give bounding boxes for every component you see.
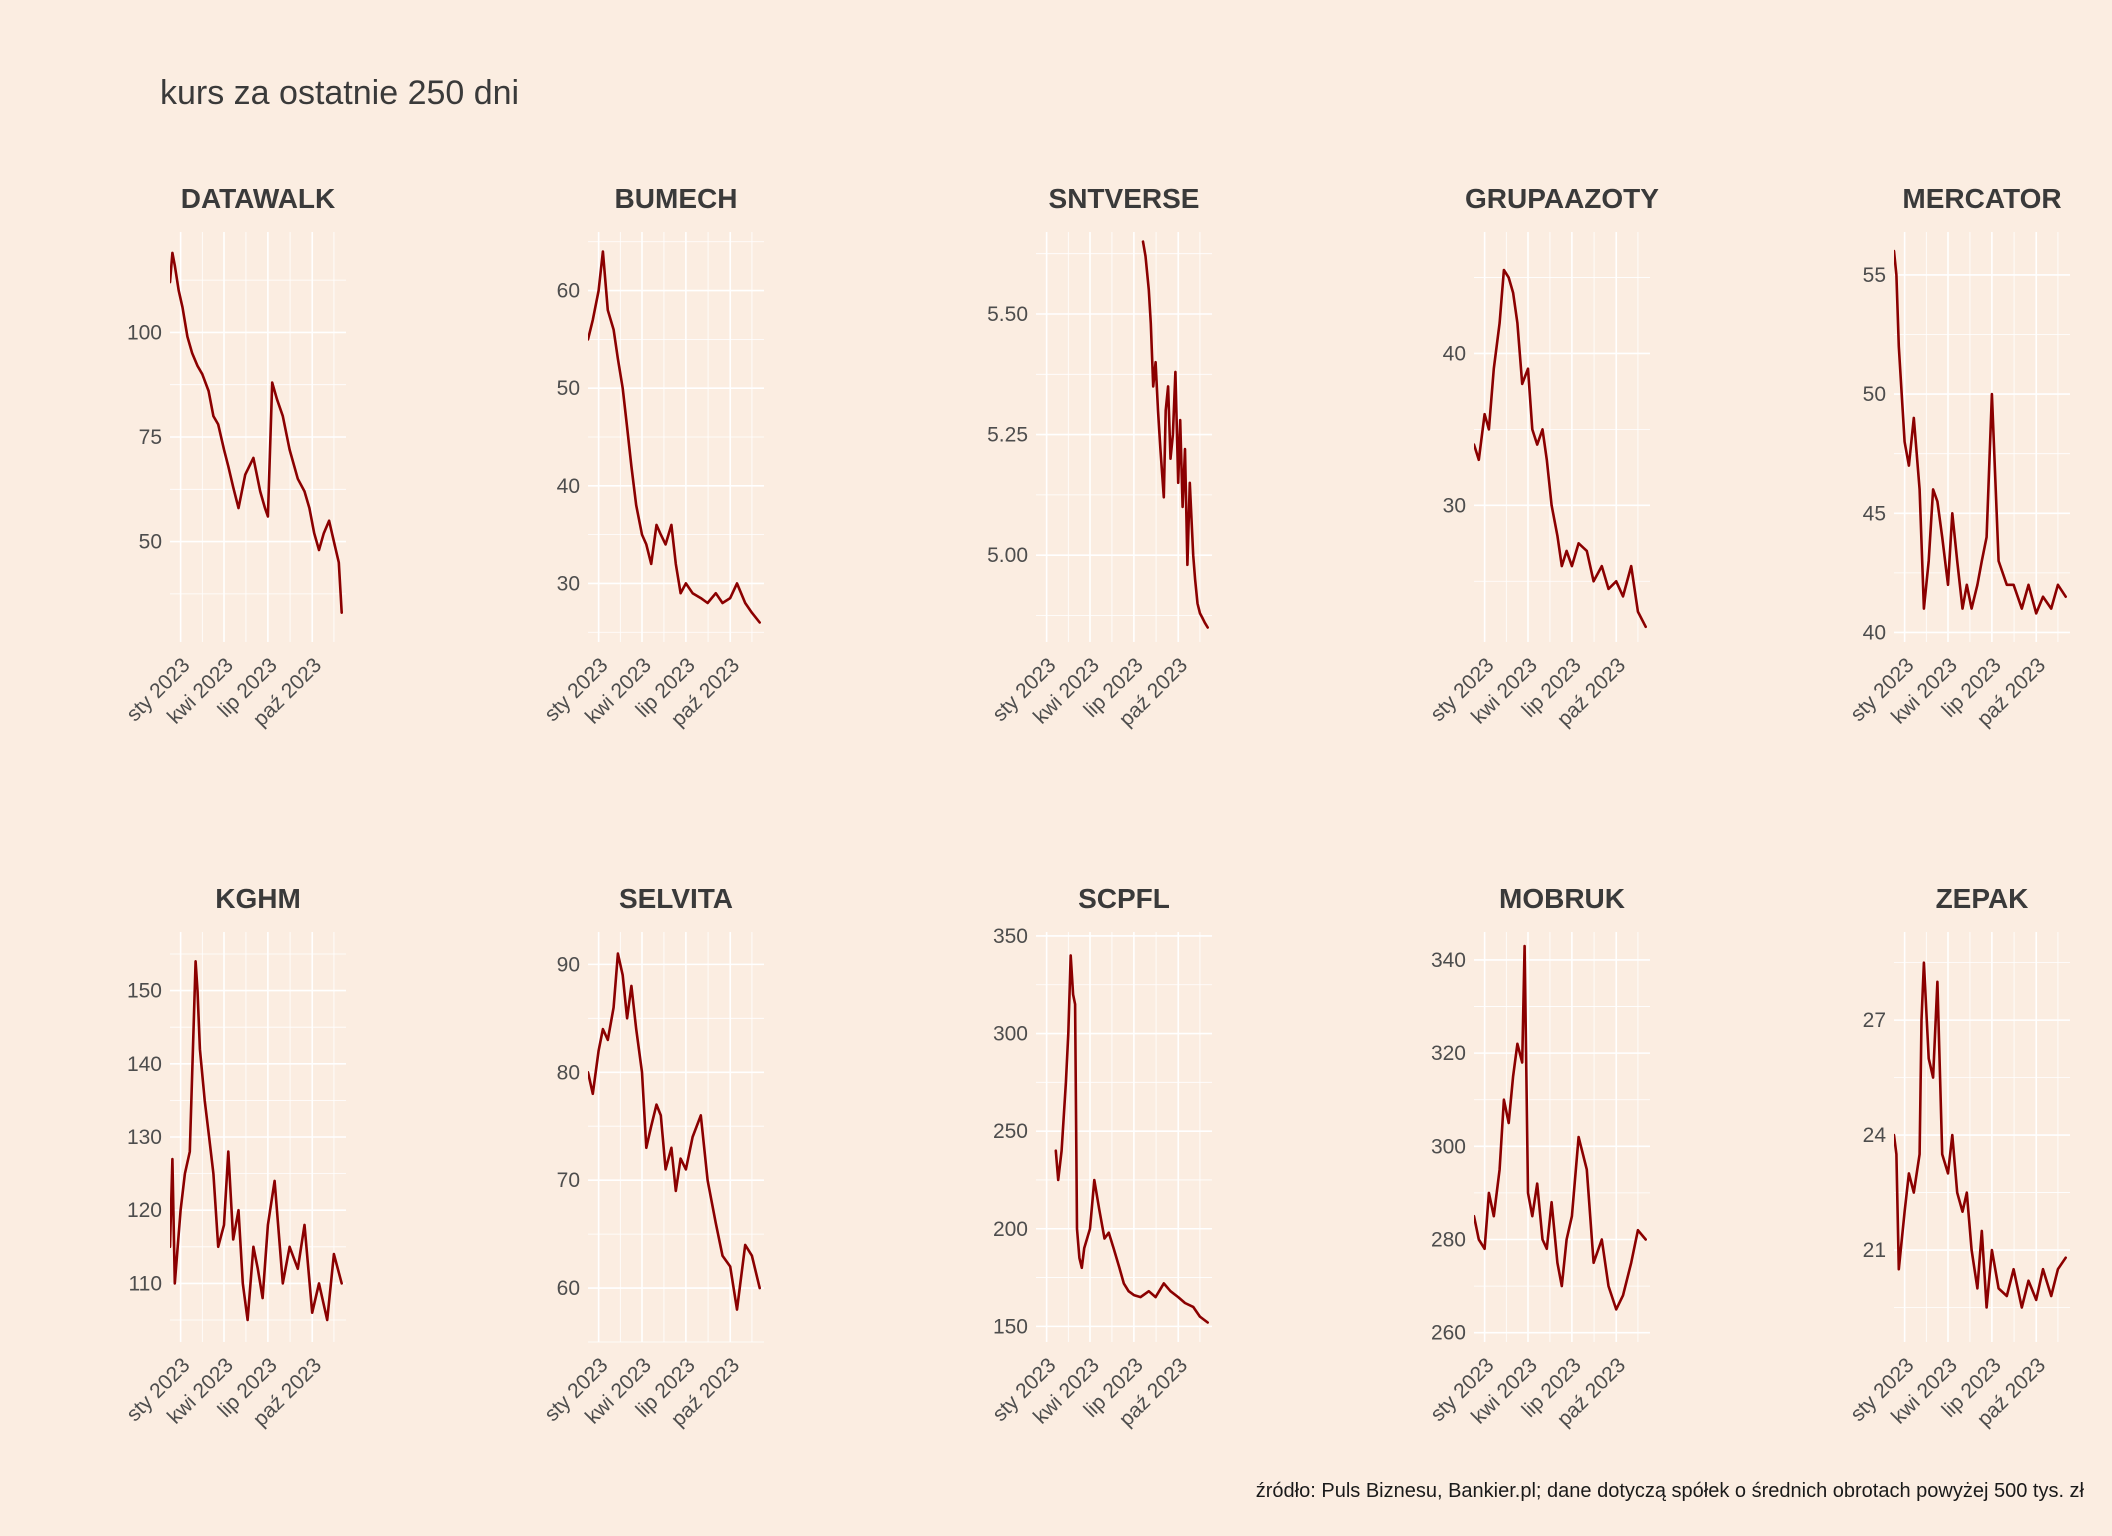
panel-title: GRUPAAZOTY: [1465, 183, 1659, 214]
y-tick-label: 340: [1431, 949, 1466, 972]
y-tick-label: 60: [557, 280, 580, 303]
y-tick-label: 140: [127, 1053, 162, 1076]
y-tick-label: 350: [993, 925, 1028, 948]
y-tick-label: 30: [1443, 494, 1466, 517]
y-tick-label: 5.50: [987, 303, 1028, 326]
y-tick-label: 40: [1863, 621, 1886, 644]
y-tick-label: 40: [1443, 342, 1466, 365]
series-line-datawalk: [170, 251, 344, 615]
series-line-zepak: [1894, 961, 2067, 1309]
y-tick-label: 300: [993, 1023, 1028, 1046]
series-line-bumech: [588, 250, 762, 624]
series-line-mercator: [1894, 249, 2067, 615]
y-tick-label: 150: [993, 1315, 1028, 1338]
y-tick-label: 130: [127, 1126, 162, 1149]
y-tick-label: 250: [993, 1120, 1028, 1143]
y-tick-label: 300: [1431, 1135, 1466, 1158]
y-tick-label: 320: [1431, 1042, 1466, 1065]
series-line-selvita: [588, 952, 762, 1311]
y-tick-label: 60: [557, 1277, 580, 1300]
y-tick-label: 280: [1431, 1229, 1466, 1252]
y-tick-label: 24: [1863, 1124, 1887, 1147]
y-tick-label: 5.25: [987, 424, 1028, 447]
series-line-grupaazoty: [1474, 268, 1647, 629]
source-caption: źródło: Puls Biznesu, Bankier.pl; dane d…: [1255, 1480, 2084, 1502]
series-line-mobruk: [1474, 944, 1647, 1311]
y-tick-label: 200: [993, 1218, 1028, 1241]
panel-title: KGHM: [215, 883, 301, 914]
y-tick-label: 40: [557, 475, 580, 498]
y-tick-label: 50: [557, 377, 580, 400]
y-tick-label: 27: [1863, 1009, 1886, 1032]
panel-title: MOBRUK: [1499, 883, 1625, 914]
y-tick-label: 110: [129, 1272, 162, 1295]
panel-title: SCPFL: [1078, 883, 1170, 914]
y-tick-label: 150: [127, 980, 162, 1003]
y-tick-label: 5.00: [987, 544, 1028, 567]
panel-title: SNTVERSE: [1049, 183, 1200, 214]
y-tick-label: 21: [1863, 1239, 1886, 1262]
y-tick-label: 55: [1863, 264, 1886, 287]
panel-title: MERCATOR: [1902, 183, 2061, 214]
panel-title: ZEPAK: [1936, 883, 2029, 914]
y-tick-label: 260: [1431, 1322, 1466, 1345]
y-tick-label: 90: [557, 953, 580, 976]
y-tick-label: 120: [127, 1199, 162, 1222]
series-line-sntverse: [1141, 240, 1209, 629]
y-tick-label: 30: [557, 572, 580, 595]
chart-title: kurs za ostatnie 250 dni: [160, 74, 520, 112]
panel-title: BUMECH: [615, 183, 738, 214]
series-line-scpfl: [1054, 954, 1209, 1324]
series-line-kghm: [170, 959, 344, 1322]
panel-title: DATAWALK: [181, 183, 336, 214]
y-tick-label: 45: [1863, 502, 1886, 525]
y-tick-label: 80: [557, 1061, 580, 1084]
panel-title: SELVITA: [619, 883, 733, 914]
y-tick-label: 75: [139, 426, 162, 449]
y-tick-label: 100: [127, 321, 162, 344]
y-tick-label: 70: [557, 1169, 580, 1192]
y-tick-label: 50: [139, 531, 162, 554]
y-tick-label: 50: [1863, 383, 1886, 406]
